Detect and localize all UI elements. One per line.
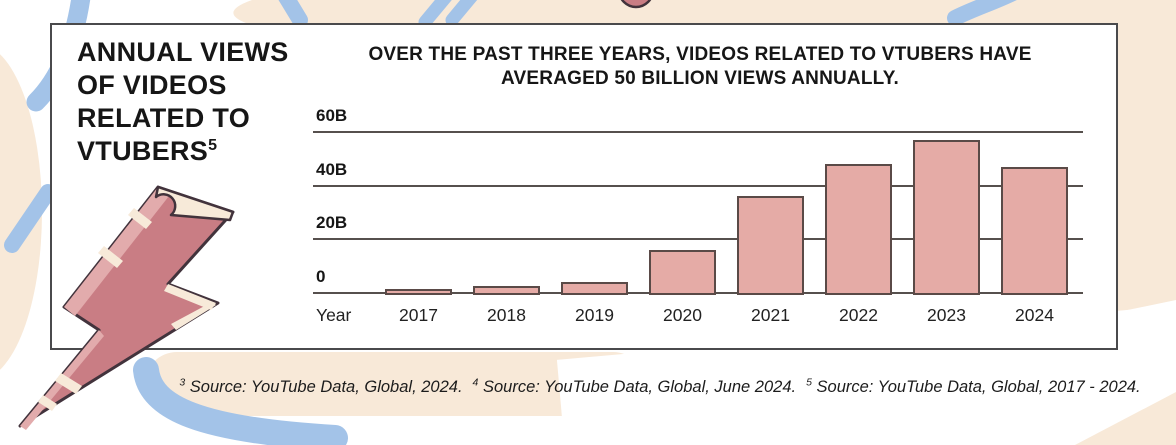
xtick-label-2017: 2017 bbox=[399, 305, 438, 325]
xtick-label-2023: 2023 bbox=[927, 305, 966, 325]
ytick-label-0: 0 bbox=[316, 267, 326, 286]
page-title: ANNUAL VIEWS OF VIDEOS RELATED TO VTUBER… bbox=[77, 36, 327, 168]
blue-stroke-top-right bbox=[947, 0, 1017, 26]
xaxis-title: Year bbox=[316, 305, 352, 325]
bar-2023 bbox=[913, 140, 980, 295]
bar-2018 bbox=[473, 286, 540, 295]
blue-stroke-top-center-1 bbox=[278, 0, 308, 28]
bar-2024 bbox=[1001, 166, 1068, 295]
bar-2021 bbox=[737, 196, 804, 295]
bar-2017 bbox=[385, 288, 452, 295]
xtick-label-2018: 2018 bbox=[487, 305, 526, 325]
title-line-1: ANNUAL VIEWS bbox=[77, 37, 289, 67]
bar-2022 bbox=[825, 164, 892, 295]
peach-footnote-pill bbox=[145, 352, 645, 416]
pink-top-arc bbox=[620, 0, 652, 9]
blue-stroke-top-center-3 bbox=[445, 0, 478, 27]
xtick-label-2019: 2019 bbox=[575, 305, 614, 325]
footnote-4: 4 Source: YouTube Data, Global, June 202… bbox=[472, 376, 797, 396]
ytick-label-40B: 40B bbox=[316, 159, 348, 179]
xtick-label-2021: 2021 bbox=[751, 305, 790, 325]
bar-2020 bbox=[649, 250, 716, 295]
bar-2019 bbox=[561, 282, 628, 295]
chart-headline: OVER THE PAST THREE YEARS, VIDEOS RELATE… bbox=[368, 44, 1032, 89]
title-line-3: RELATED TO bbox=[77, 103, 251, 133]
ytick-label-60B: 60B bbox=[316, 106, 348, 125]
footnote-5: 5 Source: YouTube Data, Global, 2017 - 2… bbox=[806, 376, 1141, 396]
title-line-2: OF VIDEOS bbox=[77, 70, 227, 100]
blue-stroke-top-center-2 bbox=[418, 0, 452, 29]
gridline-60B bbox=[313, 131, 1083, 133]
title-footnote-marker: 5 bbox=[208, 137, 218, 154]
infographic-card: ANNUAL VIEWS OF VIDEOS RELATED TO VTUBER… bbox=[50, 23, 1118, 350]
gridline-40B bbox=[313, 184, 1083, 187]
peach-bottom-right-wedge bbox=[1075, 392, 1176, 445]
xtick-label-2020: 2020 bbox=[663, 305, 702, 325]
xtick-label-2022: 2022 bbox=[839, 305, 878, 325]
ytick-label-20B: 20B bbox=[316, 213, 348, 233]
xtick-label-2024: 2024 bbox=[1015, 305, 1054, 325]
gridline-20B bbox=[313, 238, 1083, 241]
title-line-4: VTUBERS5 bbox=[77, 136, 218, 166]
source-footnotes: 3 Source: YouTube Data, Global, 2024. 4 S… bbox=[150, 376, 1170, 397]
footnote-3: 3 Source: YouTube Data, Global, 2024. bbox=[179, 376, 463, 396]
